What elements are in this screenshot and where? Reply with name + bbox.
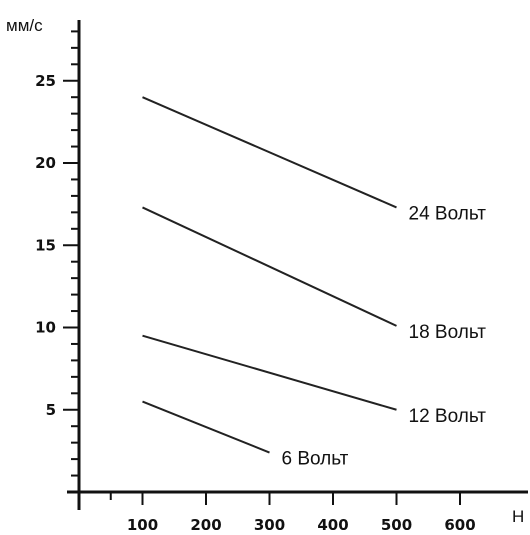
series-line-3	[142, 334, 397, 411]
series-label-1: 24 Вольт	[409, 203, 487, 224]
y-tick-label: 5	[46, 401, 56, 419]
y-axis-unit: мм/с	[6, 16, 43, 35]
y-tick-label: 20	[35, 154, 56, 172]
series-line-1	[142, 96, 397, 209]
x-axis-unit: Н	[512, 507, 524, 526]
series-label-3: 12 Вольт	[409, 406, 487, 427]
series-labels: 24 Вольт 18 Вольт 12 Вольт 6 Вольт	[282, 203, 487, 469]
x-tick-label: 200	[190, 516, 221, 534]
x-tick-label: 600	[444, 516, 475, 534]
y-tick-label: 15	[35, 236, 56, 254]
series-label-4: 6 Вольт	[282, 449, 349, 470]
x-tick-label: 100	[127, 516, 158, 534]
series-line-2	[142, 206, 397, 327]
axis-ticks	[63, 30, 461, 505]
x-tick-label: 500	[381, 516, 412, 534]
series-line-4	[142, 400, 270, 454]
y-tick-label: 10	[35, 319, 56, 337]
x-tick-label: 400	[317, 516, 348, 534]
tick-labels: 5 10 15 20 25 100 200 300 400 500 600	[35, 72, 476, 534]
series-lines	[142, 96, 397, 454]
series-label-2: 18 Вольт	[409, 322, 487, 343]
x-tick-label: 300	[254, 516, 285, 534]
y-tick-label: 25	[35, 72, 56, 90]
